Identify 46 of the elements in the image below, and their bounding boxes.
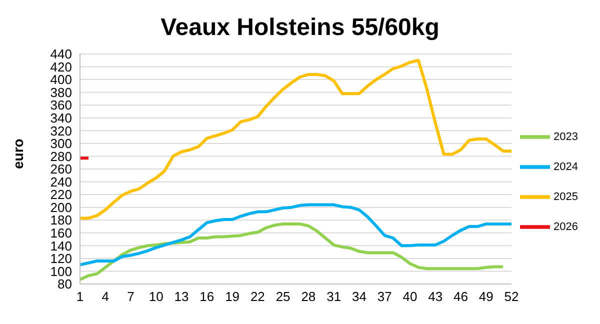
y-tick-label: 120 xyxy=(50,251,72,266)
line-series xyxy=(80,203,512,266)
x-tick-label: 40 xyxy=(402,289,418,304)
y-tick-label: 100 xyxy=(50,264,72,279)
x-tick-label: 43 xyxy=(428,289,443,304)
y-tick-label: 220 xyxy=(50,187,72,202)
y-tick-label: 420 xyxy=(50,59,72,74)
y-tick-label: 200 xyxy=(50,200,72,215)
y-axis-title: euro xyxy=(10,138,26,169)
y-tick-label: 300 xyxy=(50,136,72,152)
x-tick-label: 34 xyxy=(352,289,366,304)
y-tick-label: 140 xyxy=(50,238,72,254)
y-tick-label: 320 xyxy=(50,123,72,138)
y-tick-label: 280 xyxy=(50,148,72,164)
line-series xyxy=(80,222,505,282)
y-tick-label: 400 xyxy=(50,72,72,88)
x-tick-label: 4 xyxy=(102,289,109,304)
x-tick-label: 49 xyxy=(478,289,494,304)
x-tick-label: 37 xyxy=(377,289,392,304)
y-tick-label: 380 xyxy=(50,84,72,100)
legend-label: 2026 xyxy=(554,220,578,233)
line-series xyxy=(80,58,512,220)
y-tick-label: 80 xyxy=(58,276,72,292)
x-tick-label: 1 xyxy=(76,289,84,304)
y-tick-label: 240 xyxy=(50,174,72,190)
x-tick-label: 46 xyxy=(454,289,468,304)
x-tick-label: 31 xyxy=(326,289,342,304)
y-tick-label: 340 xyxy=(50,110,72,126)
chart-title: Veaux Holsteins 55/60kg xyxy=(160,13,440,43)
y-tick-label: 180 xyxy=(50,212,72,228)
x-tick-label: 22 xyxy=(250,289,265,304)
x-tick-label: 13 xyxy=(174,289,189,304)
y-tick-label: 160 xyxy=(50,226,72,241)
x-tick-label: 25 xyxy=(276,289,290,304)
legend-label: 2023 xyxy=(554,130,578,143)
x-tick-label: 52 xyxy=(504,289,519,304)
y-tick-label: 360 xyxy=(50,98,72,113)
x-tick-label: 19 xyxy=(225,289,240,304)
x-tick-label: 16 xyxy=(200,289,214,304)
legend-label: 2025 xyxy=(554,190,578,203)
y-tick-label: 260 xyxy=(50,162,72,177)
x-tick-label: 28 xyxy=(301,289,316,304)
x-tick-label: 10 xyxy=(148,289,164,304)
y-tick-label: 440 xyxy=(50,46,72,62)
legend-label: 2024 xyxy=(554,160,578,173)
x-tick-label: 7 xyxy=(127,289,134,304)
